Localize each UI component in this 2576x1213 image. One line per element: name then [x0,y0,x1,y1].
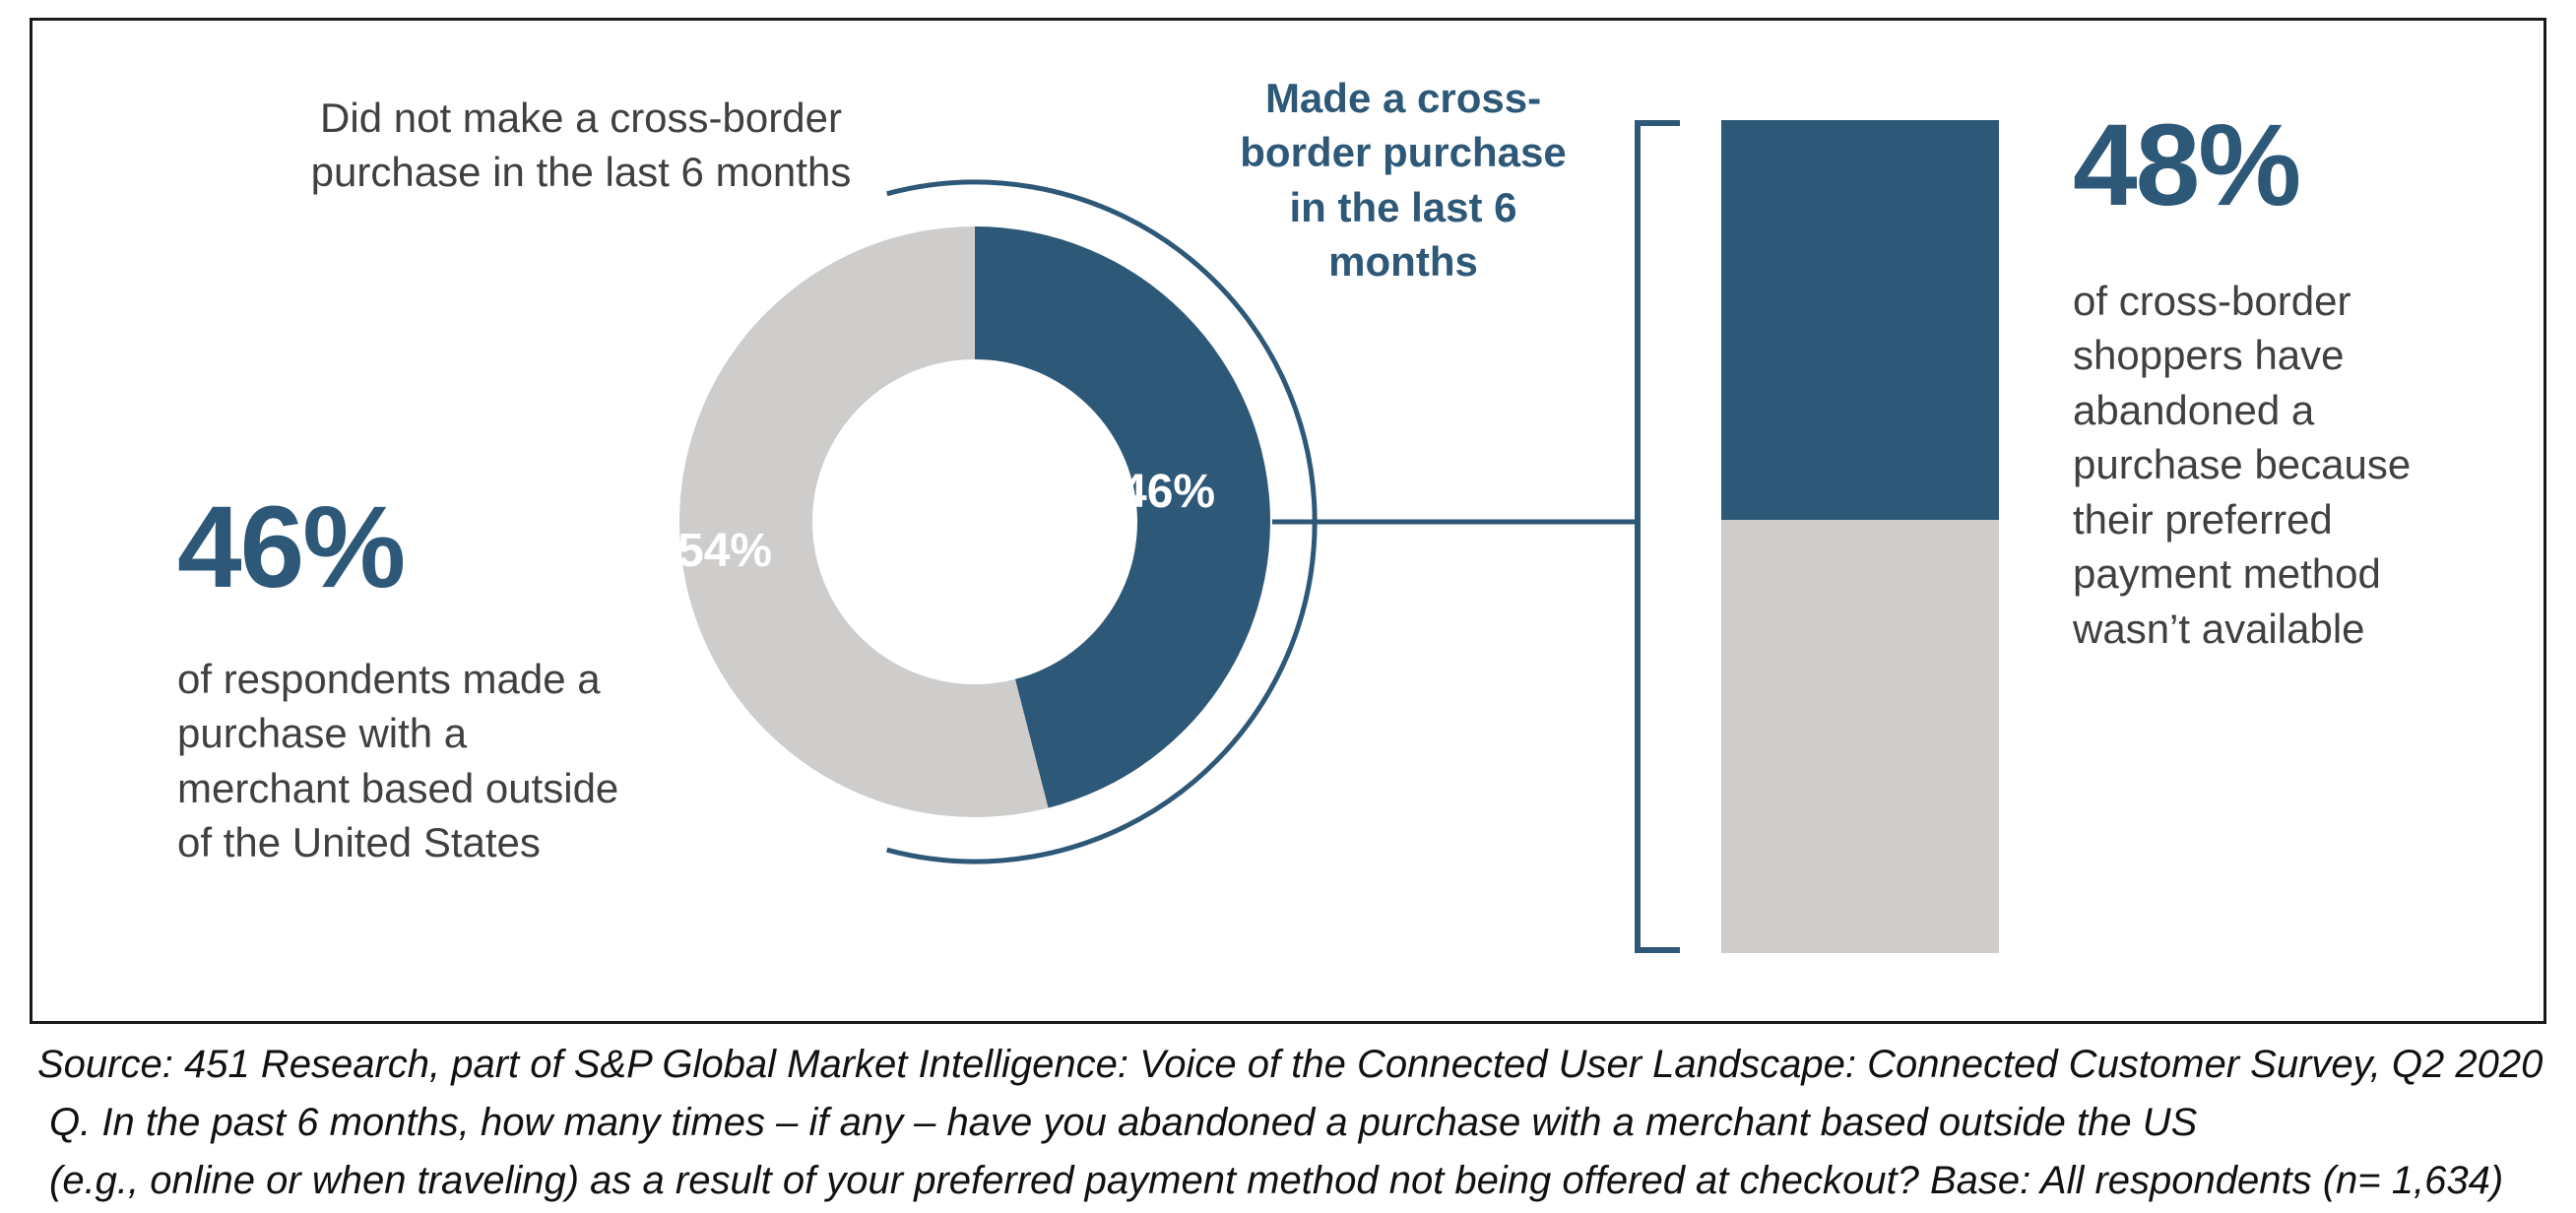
left-stat-description: of respondents made a purchase with a me… [177,656,619,866]
bar-segment-abandoned [1721,120,1999,521]
donut-right-segment-title: Made a cross-border purchase in the last… [1240,75,1567,286]
source-line-1: Source: 451 Research, part of S&P Global… [37,1043,2544,1086]
bar-segment-remainder [1721,520,1999,953]
donut-label-46: 46% [1121,466,1216,518]
source-line-2: Q. In the past 6 months, how many times … [49,1101,2198,1145]
left-stat-value: 46% [177,482,406,612]
source-block: Source: 451 Research, part of S&P Global… [37,1036,2558,1211]
source-line-3: (e.g., online or when traveling) as a re… [49,1159,2504,1203]
right-stat-description: of cross-border shoppers have abandoned … [2073,278,2412,652]
donut-left-segment-title: Did not make a cross-border purchase in … [310,95,852,196]
right-stat-value: 48% [2073,100,2301,230]
stacked-bar [1721,120,1999,953]
donut-label-54: 54% [677,525,773,577]
donut-chart-hole [812,359,1137,684]
